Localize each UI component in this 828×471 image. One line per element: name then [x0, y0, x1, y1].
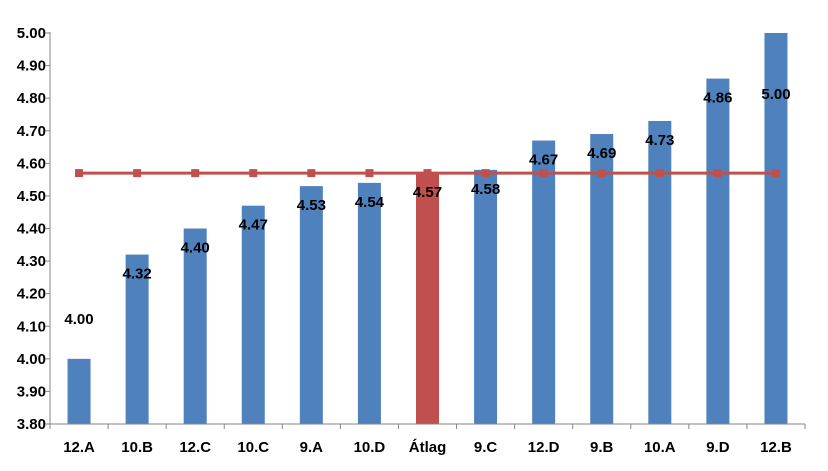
data-label: 4.73	[645, 132, 674, 149]
data-label: 4.40	[181, 240, 210, 257]
x-tick-label: 10.B	[121, 439, 153, 456]
average-line-marker	[365, 169, 374, 178]
y-tick-label: 4.30	[17, 253, 46, 270]
average-line-marker	[481, 169, 490, 178]
bar	[183, 228, 207, 424]
y-tick-label: 3.80	[17, 416, 46, 433]
x-axis-tick-labels: 12.A 10.B 12.C 10.C 9.A 10.D Átlag 9.C 12.D 9.B 10…	[63, 439, 792, 456]
x-tick-label: 10.D	[354, 439, 386, 456]
data-label: 4.53	[297, 197, 326, 214]
average-line-marker	[713, 169, 722, 178]
y-tick-label: 4.40	[17, 221, 46, 238]
data-label: 5.00	[761, 86, 790, 103]
average-line-marker	[423, 169, 432, 178]
data-label: 4.86	[703, 90, 732, 107]
x-tick-label: 12.B	[760, 439, 792, 456]
average-line-marker	[75, 169, 84, 178]
y-tick-label: 4.10	[17, 318, 46, 335]
x-tick-label: 9.D	[706, 439, 730, 456]
bar	[357, 182, 381, 424]
y-tick-label: 4.20	[17, 286, 46, 303]
bar	[67, 358, 91, 424]
data-label: 4.58	[471, 181, 500, 198]
bar	[764, 33, 788, 424]
x-tick-label: 10.C	[237, 439, 269, 456]
bar	[299, 186, 323, 424]
average-line-marker	[307, 169, 316, 178]
average-line-marker	[597, 169, 606, 178]
x-tick-label: Átlag	[409, 439, 447, 456]
data-label: 4.00	[64, 311, 93, 328]
y-tick-label: 4.50	[17, 188, 46, 205]
average-line-marker	[655, 169, 664, 178]
average-line-marker	[191, 169, 200, 178]
bars	[67, 33, 788, 424]
bar	[241, 205, 265, 424]
data-label: 4.57	[413, 184, 442, 201]
average-line-marker	[249, 169, 258, 178]
x-tick-label: 12.A	[63, 439, 95, 456]
x-tick-label: 12.D	[528, 439, 560, 456]
bar	[532, 140, 556, 424]
data-label: 4.69	[587, 145, 616, 162]
average-line-marker	[771, 169, 780, 178]
average-line-marker	[539, 169, 548, 178]
x-tick-label: 10.A	[644, 439, 676, 456]
x-tick-label: 9.A	[300, 439, 324, 456]
bar	[474, 169, 498, 424]
average-line-series	[75, 169, 780, 178]
bar	[648, 120, 672, 424]
y-tick-label: 4.70	[17, 123, 46, 140]
x-tick-label: 9.B	[590, 439, 614, 456]
data-labels: 4.00 4.32 4.40 4.47 4.53 4.54 4.57 4.58 4.67 4.69…	[64, 86, 790, 328]
x-tick-label: 12.C	[179, 439, 211, 456]
y-tick-label: 5.00	[17, 25, 46, 42]
bar	[590, 134, 614, 424]
x-tick-label: 9.C	[474, 439, 498, 456]
y-tick-label: 4.80	[17, 90, 46, 107]
data-label: 4.47	[239, 217, 268, 234]
average-bar	[416, 173, 439, 424]
y-tick-label: 3.90	[17, 383, 46, 400]
bar	[706, 78, 730, 424]
average-line-marker	[133, 169, 142, 178]
y-axis-tick-labels: 3.80 3.90 4.00 4.10 4.20 4.30 4.40 4.50 4.60 4.70…	[17, 25, 46, 433]
y-tick-label: 4.90	[17, 58, 46, 75]
y-tick-label: 4.00	[17, 351, 46, 368]
data-label: 4.54	[355, 194, 385, 211]
data-label: 4.32	[123, 266, 152, 283]
y-tick-label: 4.60	[17, 155, 46, 172]
axes	[45, 32, 806, 429]
bar	[125, 254, 149, 424]
data-label: 4.67	[529, 152, 558, 169]
